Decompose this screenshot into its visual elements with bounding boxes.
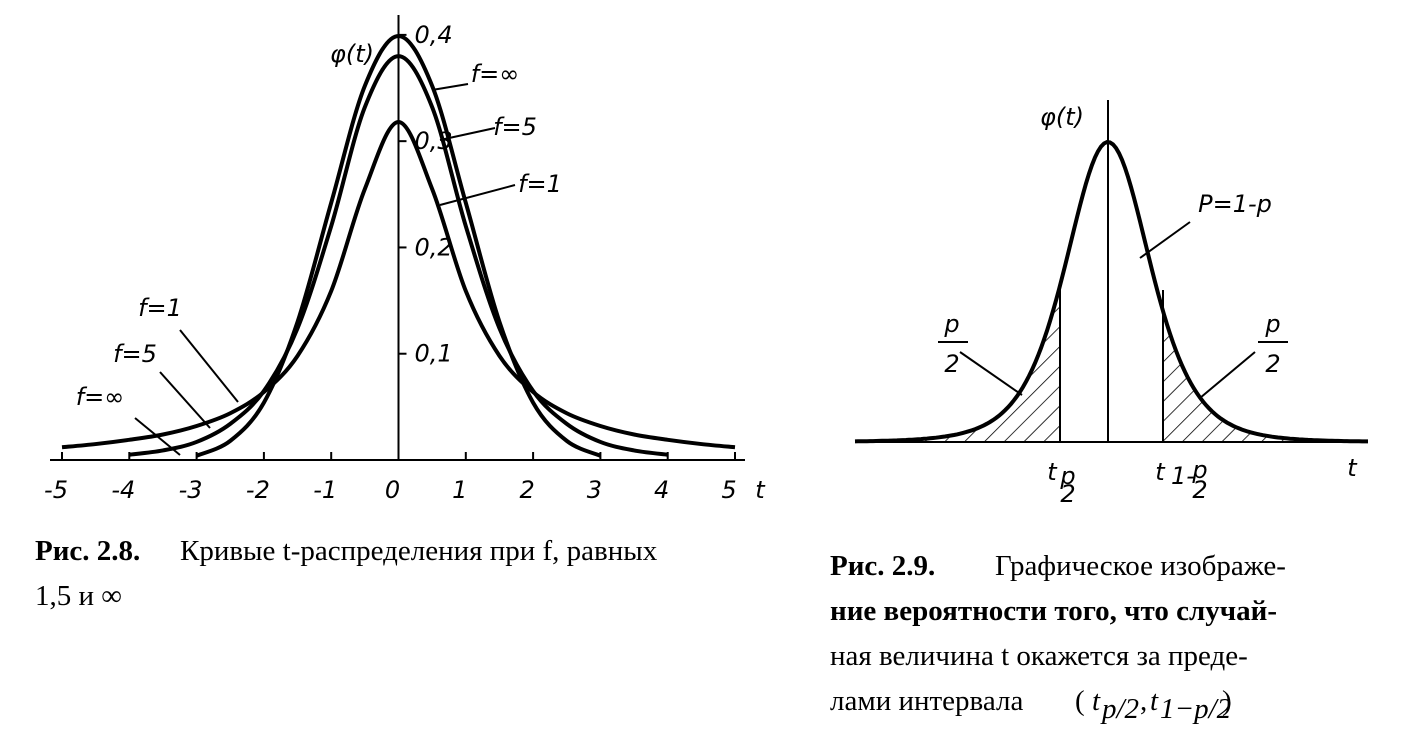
tail-denominator: 2 bbox=[1265, 350, 1280, 378]
interval-t1: t bbox=[1092, 685, 1101, 717]
tail-numerator: p bbox=[1264, 310, 1280, 338]
y-tick-label: 0,1 bbox=[415, 340, 453, 368]
axis-label-x: t bbox=[1347, 454, 1358, 482]
series-label: f=∞ bbox=[76, 383, 125, 411]
tick-denominator: 2 bbox=[1060, 480, 1075, 508]
x-tick-label: -3 bbox=[179, 476, 203, 504]
tick-numerator: p bbox=[1059, 462, 1075, 490]
x-tick-label: -1 bbox=[313, 476, 337, 504]
right-tail-area bbox=[1163, 311, 1330, 442]
interval-s1: p/2 bbox=[1100, 693, 1139, 725]
series-label: f=5 bbox=[113, 340, 157, 368]
x-tick-label: -2 bbox=[246, 476, 270, 504]
leader bbox=[439, 184, 516, 206]
tick-base: t bbox=[1155, 458, 1166, 486]
leader bbox=[439, 127, 496, 141]
caption-line: 1,5 и ∞ bbox=[35, 580, 122, 612]
leader bbox=[1139, 221, 1191, 259]
center-label: P=1-p bbox=[1198, 190, 1272, 218]
tick-numerator: p bbox=[1191, 456, 1207, 484]
series-label: f=1 bbox=[138, 294, 182, 322]
x-tick-label: 4 bbox=[654, 476, 669, 504]
leader bbox=[179, 329, 239, 403]
axis-label-x: t bbox=[755, 476, 766, 504]
series-label: f=5 bbox=[493, 113, 537, 141]
figure-2-8: tφ(t)-5 -4 -3 -2 -1 0 1 2 3 4 50,10,20,30,4f=∞f=∞f… bbox=[35, 15, 766, 612]
axis-label-y: φ(t) bbox=[1040, 103, 1084, 131]
series-line bbox=[129, 54, 668, 457]
caption-line: лами интервала bbox=[830, 685, 1023, 717]
x-tick-label: 0 bbox=[385, 476, 400, 504]
interval-sep: , bbox=[1140, 685, 1147, 717]
tick-denominator: 2 bbox=[1192, 476, 1207, 504]
series-label: f=∞ bbox=[471, 60, 520, 88]
x-tick-label: 5 bbox=[721, 476, 736, 504]
tail-denominator: 2 bbox=[944, 350, 959, 378]
leader bbox=[159, 371, 211, 429]
x-tick-label: -4 bbox=[111, 476, 135, 504]
x-tick-label: -5 bbox=[44, 476, 68, 504]
caption-label: Рис. 2.9. bbox=[830, 550, 935, 582]
axis-label-y: φ(t) bbox=[330, 40, 374, 68]
x-tick-label: 2 bbox=[519, 476, 534, 504]
caption-line: Графическое изображе- bbox=[995, 550, 1286, 582]
x-tick-label: 3 bbox=[587, 476, 602, 504]
left-tail-area bbox=[900, 285, 1060, 442]
caption-line: ние вероятности того, что случай- bbox=[830, 595, 1277, 627]
interval-s2: 1−p/2 bbox=[1160, 693, 1231, 725]
caption-line: ная величина t окажется за преде- bbox=[830, 640, 1248, 672]
leader bbox=[1199, 351, 1256, 399]
y-tick-label: 0,4 bbox=[415, 21, 453, 49]
leader bbox=[959, 351, 1023, 396]
density-curve bbox=[854, 140, 1368, 444]
interval-t2: t bbox=[1150, 685, 1159, 717]
figure-2-9: φ(t) t P=1-p p 2 p 2 t p 2 t 1- p 2 Рис.… bbox=[830, 100, 1368, 725]
tail-numerator: p bbox=[943, 310, 959, 338]
tick-prefix: 1- bbox=[1171, 462, 1195, 490]
caption-label: Рис. 2.8. bbox=[35, 535, 140, 567]
tick-base: t bbox=[1047, 458, 1058, 486]
caption-line: Кривые t-распределения при f, равных bbox=[180, 535, 658, 567]
interval-close: ) bbox=[1222, 685, 1232, 717]
series-label: f=1 bbox=[518, 170, 562, 198]
interval-open: ( bbox=[1075, 685, 1085, 717]
x-tick-label: 1 bbox=[452, 476, 467, 504]
series-line bbox=[61, 120, 736, 450]
leader bbox=[134, 417, 181, 456]
leader bbox=[431, 83, 469, 91]
